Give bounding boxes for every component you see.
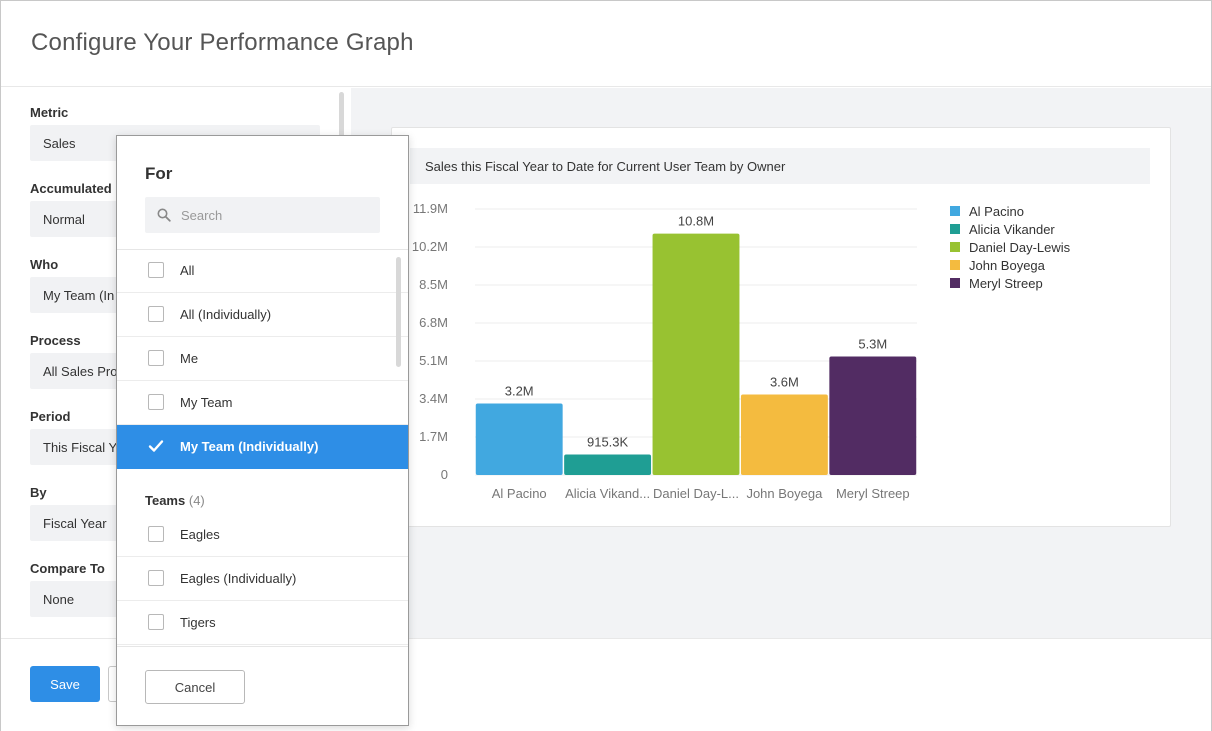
bar-value-label: 10.8M: [678, 214, 714, 229]
x-tick-label: Meryl Streep: [836, 486, 910, 501]
dropdown-scrollbar[interactable]: [396, 257, 401, 367]
legend-label: Alicia Vikander: [969, 221, 1055, 237]
period-label: Period: [30, 409, 71, 424]
checkbox[interactable]: [148, 570, 164, 586]
y-tick-label: 11.9M: [413, 201, 448, 216]
x-tick-label: Daniel Day-L...: [653, 486, 739, 501]
accumulated-label: Accumulated: [30, 181, 112, 196]
option-team-tigers[interactable]: Tigers: [117, 601, 408, 645]
checkmark-icon: [148, 440, 164, 452]
chart-title: Sales this Fiscal Year to Date for Curre…: [410, 148, 1150, 184]
checkbox[interactable]: [148, 350, 164, 366]
legend-label: John Boyega: [969, 257, 1045, 273]
process-label: Process: [30, 333, 81, 348]
option-label: Eagles (Individually): [180, 571, 297, 586]
dropdown-title: For: [145, 164, 173, 183]
chart-legend: Al Pacino Alicia Vikander Daniel Day-Lewis…: [950, 202, 1070, 292]
option-me[interactable]: Me: [117, 337, 408, 381]
metric-label: Metric: [30, 105, 69, 120]
config-panel-scrollbar[interactable]: [339, 92, 344, 150]
legend-swatch: [950, 206, 960, 216]
group-label: Teams: [145, 493, 186, 508]
bar: [829, 356, 917, 475]
cancel-button[interactable]: Cancel: [145, 670, 245, 704]
modal-header: Configure Your Performance Graph: [1, 1, 1211, 87]
option-label: Me: [180, 351, 199, 366]
y-axis: 0 1.7M 3.4M 5.1M 6.8M 8.5M 10.2M 11.9M: [412, 201, 448, 482]
checkbox[interactable]: [148, 262, 164, 278]
y-tick-label: 6.8M: [419, 315, 448, 330]
legend-label: Daniel Day-Lewis: [969, 239, 1071, 255]
option-all-individually[interactable]: All (Individually): [117, 293, 408, 337]
x-tick-label: John Boyega: [746, 486, 823, 501]
option-my-team-individually[interactable]: My Team (Individually): [117, 425, 408, 469]
dropdown-search-input[interactable]: [145, 197, 380, 233]
bar: [475, 403, 563, 475]
legend-swatch: [950, 278, 960, 288]
option-team-eagles[interactable]: Eagles: [117, 513, 408, 557]
bar-value-label: 915.3K: [587, 435, 629, 450]
legend-label: Al Pacino: [969, 203, 1024, 219]
legend-item[interactable]: Daniel Day-Lewis: [950, 238, 1070, 256]
option-label: All: [180, 263, 195, 278]
legend-item[interactable]: John Boyega: [950, 256, 1070, 274]
search-icon: [157, 208, 171, 222]
option-label: My Team: [180, 395, 233, 410]
checkbox[interactable]: [148, 614, 164, 630]
bar: [564, 454, 652, 475]
bar-value-label: 5.3M: [858, 337, 887, 352]
legend-swatch: [950, 242, 960, 252]
by-label: By: [30, 485, 47, 500]
dropdown-footer-divider: [117, 646, 408, 647]
y-tick-label: 0: [441, 467, 448, 482]
legend-item[interactable]: Al Pacino: [950, 202, 1070, 220]
option-label: My Team (Individually): [180, 439, 319, 454]
y-tick-label: 1.7M: [419, 429, 448, 444]
option-label: Tigers: [180, 615, 216, 630]
bar-value-label: 3.2M: [505, 383, 534, 398]
modal-title: Configure Your Performance Graph: [31, 29, 414, 56]
option-team-eagles-individually[interactable]: Eagles (Individually): [117, 557, 408, 601]
checkbox[interactable]: [148, 526, 164, 542]
y-tick-label: 10.2M: [412, 239, 448, 254]
y-tick-label: 8.5M: [419, 277, 448, 292]
option-all[interactable]: All: [117, 249, 408, 293]
option-my-team[interactable]: My Team: [117, 381, 408, 425]
option-label: All (Individually): [180, 307, 272, 322]
legend-label: Meryl Streep: [969, 275, 1043, 291]
dropdown-divider: [117, 249, 408, 250]
y-tick-label: 3.4M: [419, 391, 448, 406]
x-tick-label: Alicia Vikand...: [565, 486, 650, 501]
legend-item[interactable]: Meryl Streep: [950, 274, 1070, 292]
x-axis: Al Pacino Alicia Vikand... Daniel Day-L...…: [492, 486, 910, 501]
teams-group-header: Teams (4): [145, 493, 205, 508]
bar: [740, 394, 828, 475]
checkbox[interactable]: [148, 306, 164, 322]
save-button[interactable]: Save: [30, 666, 100, 702]
compare-to-label: Compare To: [30, 561, 105, 576]
bar-chart: 0 1.7M 3.4M 5.1M 6.8M 8.5M 10.2M 11.9M 3.2M 915.…: [412, 201, 917, 501]
legend-swatch: [950, 260, 960, 270]
option-label: Eagles: [180, 527, 220, 542]
checkbox[interactable]: [148, 394, 164, 410]
bars: [475, 233, 917, 475]
legend-item[interactable]: Alicia Vikander: [950, 220, 1070, 238]
y-tick-label: 5.1M: [419, 353, 448, 368]
bar: [652, 233, 740, 475]
data-labels: 3.2M 915.3K 10.8M 3.6M 5.3M: [505, 214, 888, 450]
bar-value-label: 3.6M: [770, 375, 799, 390]
legend-swatch: [950, 224, 960, 234]
x-tick-label: Al Pacino: [492, 486, 547, 501]
group-count: (4): [188, 493, 205, 508]
who-label: Who: [30, 257, 59, 272]
